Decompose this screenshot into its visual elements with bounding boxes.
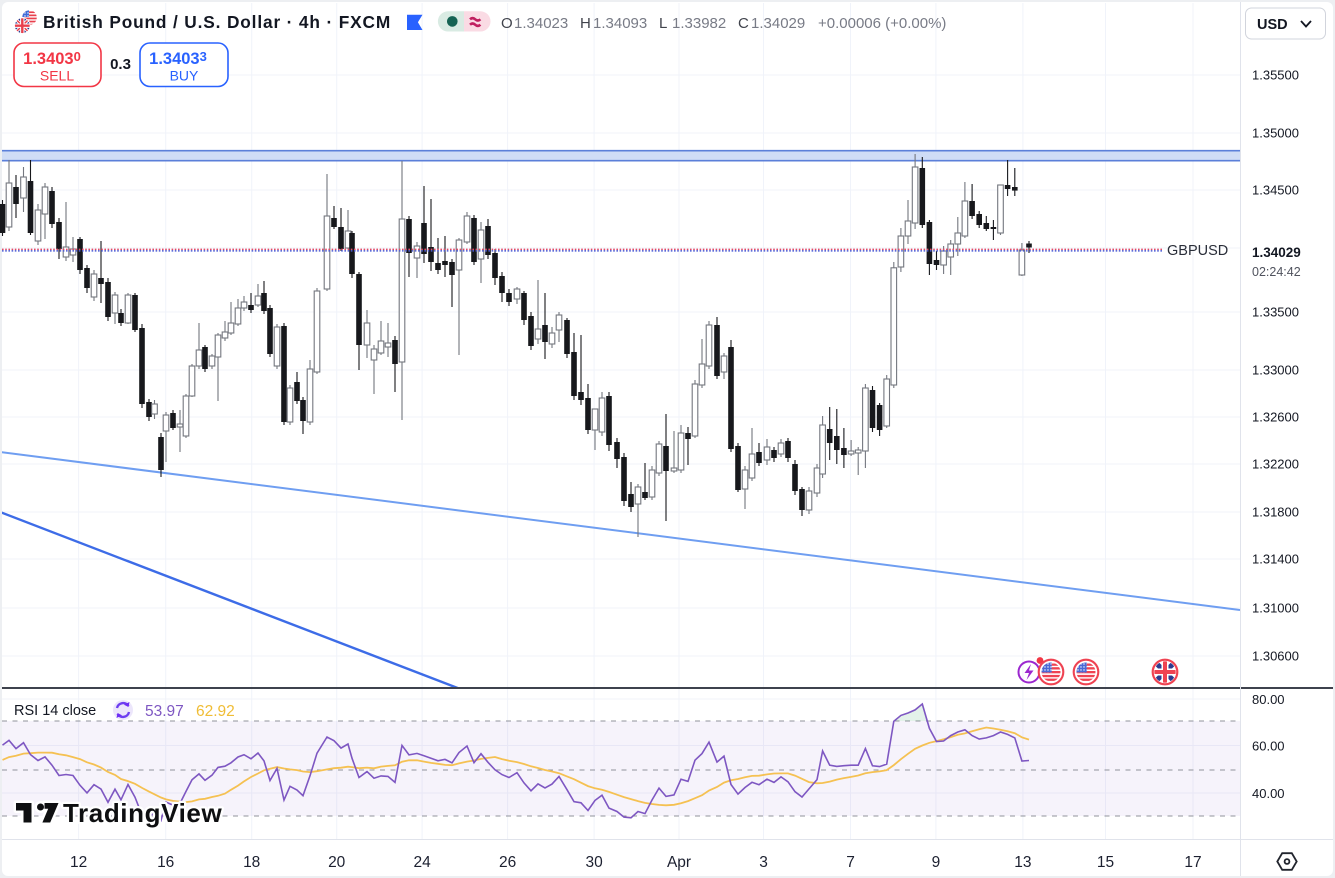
svg-text:24: 24 (413, 854, 431, 871)
svg-text:7: 7 (846, 854, 855, 871)
svg-text:+0.00006 (+0.00%): +0.00006 (+0.00%) (818, 15, 946, 32)
svg-text:1.34093: 1.34093 (593, 15, 647, 32)
svg-text:02:24:42: 02:24:42 (1252, 265, 1301, 279)
svg-text:1.34029: 1.34029 (1252, 245, 1301, 260)
svg-text:1.31000: 1.31000 (1252, 601, 1299, 616)
svg-text:GBPUSD: GBPUSD (1167, 243, 1228, 259)
svg-text:3: 3 (759, 854, 768, 871)
svg-text:30: 30 (585, 854, 603, 871)
svg-text:BUY: BUY (170, 68, 199, 84)
svg-text:1.33982: 1.33982 (672, 15, 726, 32)
svg-text:60.00: 60.00 (1252, 739, 1285, 754)
svg-text:British Pound / U.S. Dollar ·: British Pound / U.S. Dollar · 4h · FXCM (43, 12, 391, 32)
svg-text:1.34500: 1.34500 (1252, 183, 1299, 198)
svg-text:1.31800: 1.31800 (1252, 505, 1299, 520)
svg-text:13: 13 (1014, 854, 1031, 871)
svg-text:0.3: 0.3 (110, 56, 131, 73)
svg-text:1.32600: 1.32600 (1252, 410, 1299, 425)
svg-text:USD: USD (1257, 17, 1288, 33)
svg-text:1.33000: 1.33000 (1252, 363, 1299, 378)
svg-text:17: 17 (1184, 854, 1201, 871)
svg-text:1.34030: 1.34030 (23, 49, 81, 68)
svg-text:SELL: SELL (40, 68, 74, 84)
svg-text:TradingView: TradingView (63, 798, 222, 828)
svg-text:26: 26 (499, 854, 516, 871)
svg-text:12: 12 (70, 854, 87, 871)
svg-text:1.34029: 1.34029 (751, 15, 805, 32)
svg-text:1.35500: 1.35500 (1252, 68, 1299, 83)
svg-text:L: L (659, 15, 667, 32)
svg-text:1.34033: 1.34033 (149, 49, 207, 68)
svg-text:TradingView: TradingView (63, 798, 222, 828)
svg-text:80.00: 80.00 (1252, 692, 1285, 707)
svg-text:18: 18 (243, 854, 260, 871)
svg-text:9: 9 (932, 854, 941, 871)
svg-text:O: O (501, 15, 513, 32)
svg-text:Apr: Apr (667, 854, 691, 871)
svg-text:RSI 14 close: RSI 14 close (14, 703, 96, 719)
svg-text:1.33500: 1.33500 (1252, 305, 1299, 320)
svg-text:H: H (580, 15, 591, 32)
svg-text:16: 16 (157, 854, 174, 871)
svg-text:1.35000: 1.35000 (1252, 126, 1299, 141)
svg-text:40.00: 40.00 (1252, 786, 1285, 801)
svg-text:15: 15 (1097, 854, 1114, 871)
svg-text:C: C (738, 15, 749, 32)
svg-text:1.31400: 1.31400 (1252, 552, 1299, 567)
svg-text:53.97: 53.97 (145, 703, 184, 720)
svg-text:1.30600: 1.30600 (1252, 649, 1299, 664)
svg-text:20: 20 (328, 854, 346, 871)
svg-text:62.92: 62.92 (196, 703, 235, 720)
svg-text:1.34023: 1.34023 (514, 15, 568, 32)
svg-text:1.32200: 1.32200 (1252, 457, 1299, 472)
